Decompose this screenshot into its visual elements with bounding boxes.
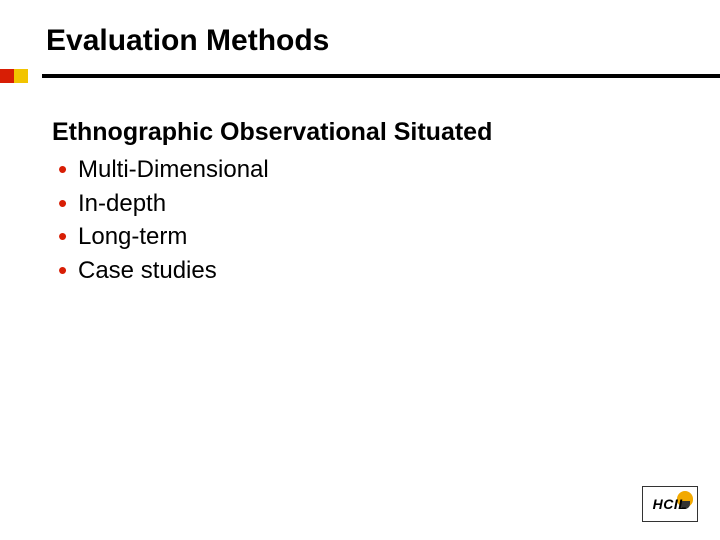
separator-squares <box>0 69 42 83</box>
list-item: Multi-Dimensional <box>58 153 672 187</box>
list-item: In-depth <box>58 187 672 221</box>
bullet-list: Multi-Dimensional In-depth Long-term Cas… <box>52 153 672 287</box>
hcil-logo: HCIL <box>642 486 698 522</box>
accent-square-yellow <box>14 69 28 83</box>
list-item: Long-term <box>58 220 672 254</box>
accent-square-red <box>0 69 14 83</box>
slide-title: Evaluation Methods <box>46 24 329 58</box>
logo-text: HCIL <box>653 496 688 512</box>
content-area: Ethnographic Observational Situated Mult… <box>52 118 672 287</box>
list-item: Case studies <box>58 254 672 288</box>
accent-square-white <box>28 69 42 83</box>
title-separator <box>0 70 720 76</box>
slide-subtitle: Ethnographic Observational Situated <box>52 118 672 147</box>
separator-line <box>0 74 720 78</box>
